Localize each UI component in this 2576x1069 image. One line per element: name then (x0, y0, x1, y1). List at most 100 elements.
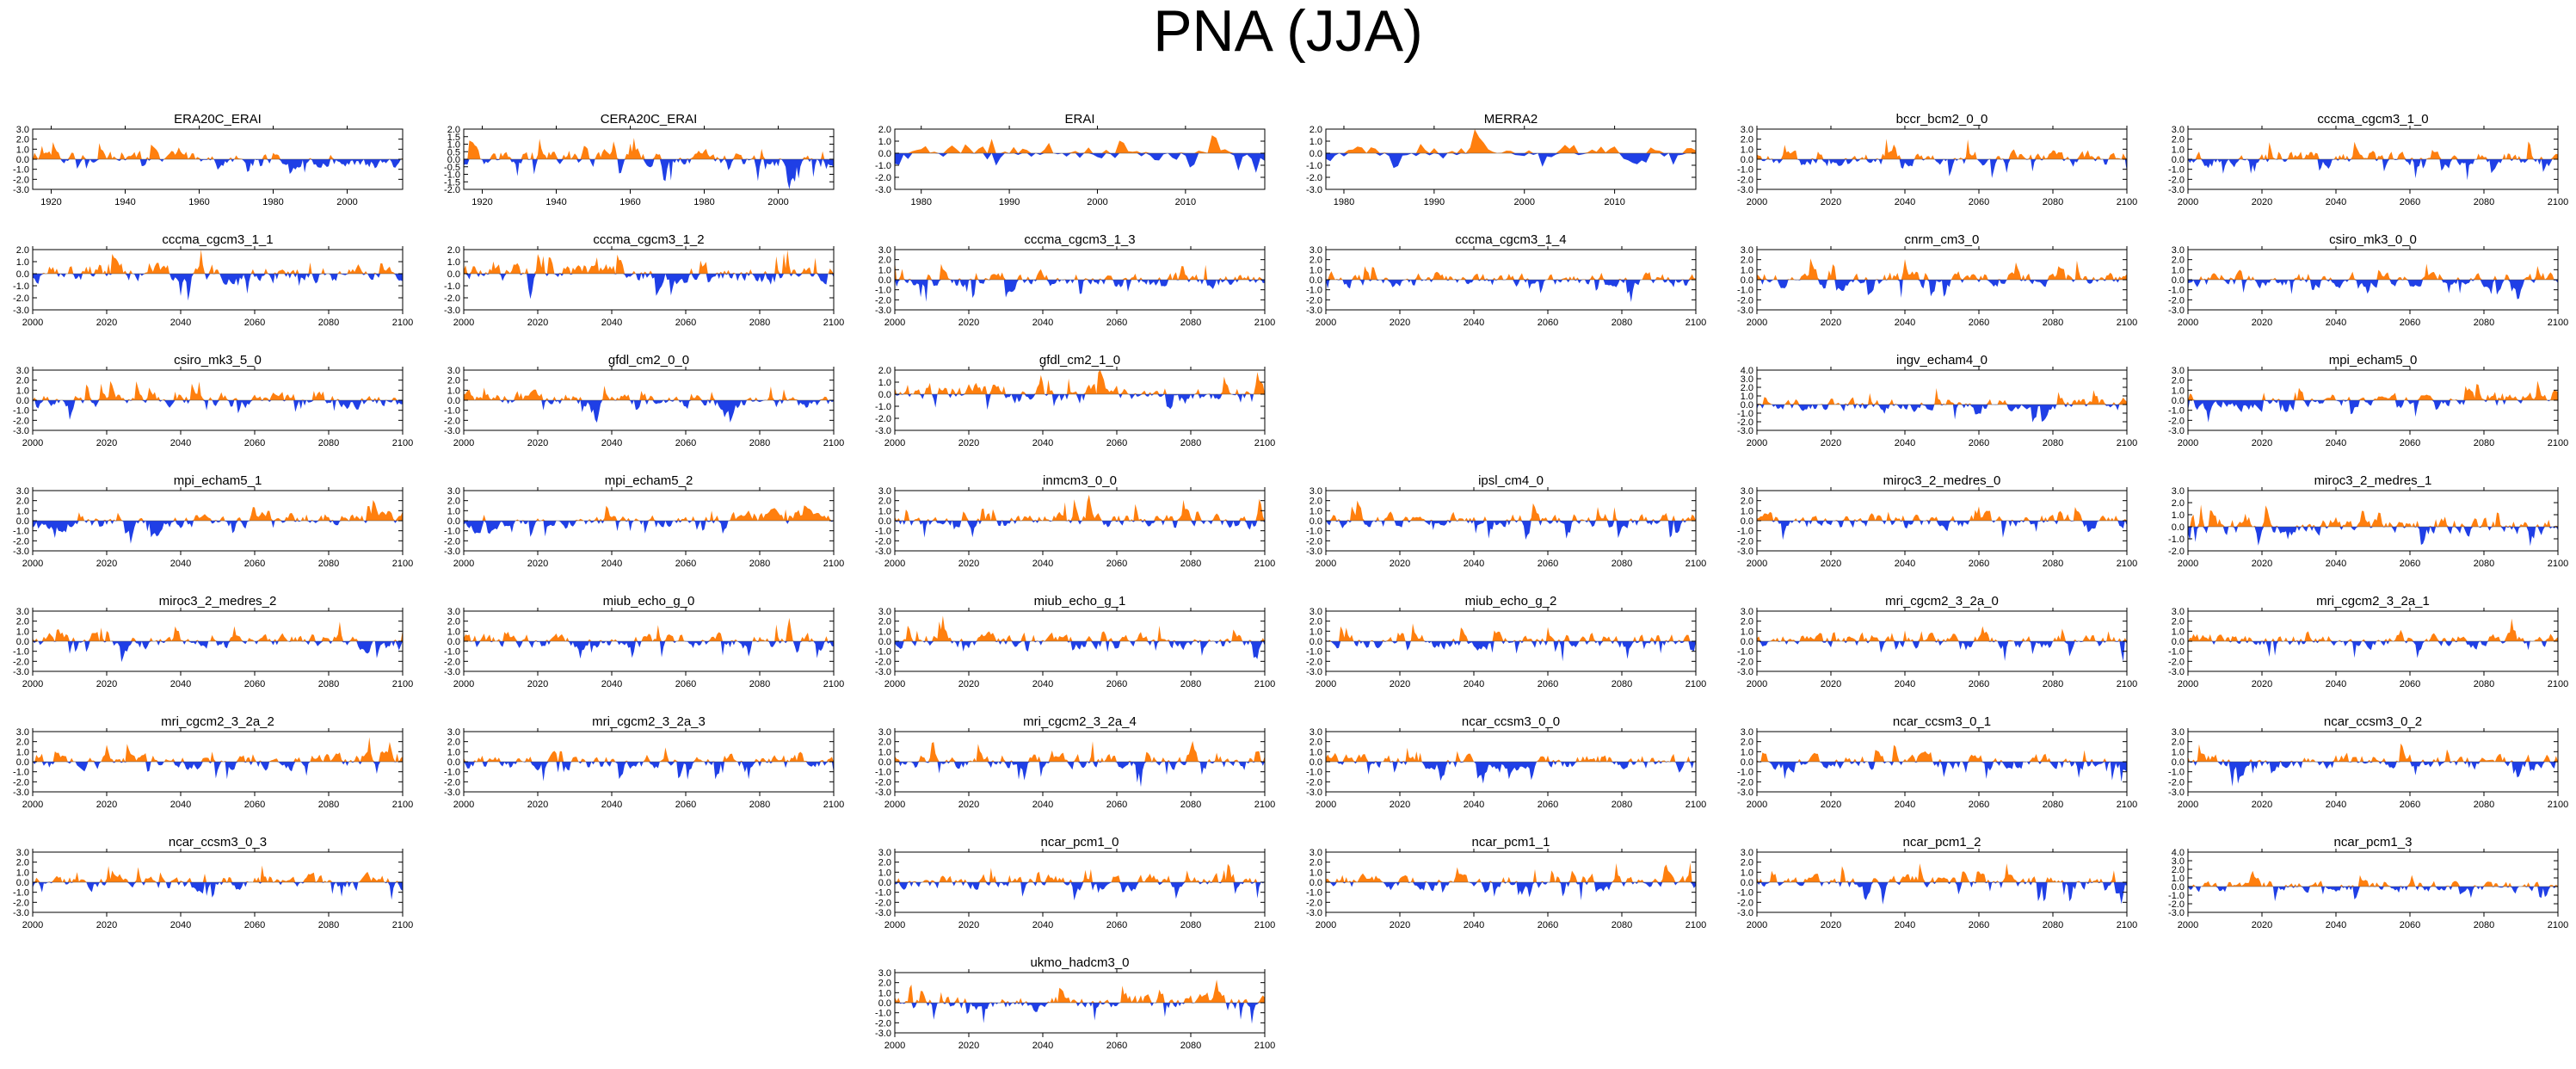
y-tick-label: -3.0 (1306, 667, 1322, 677)
positive-area (464, 250, 834, 274)
y-tick-label: 2.0 (447, 376, 460, 386)
panel-title: cccma_cgcm3_1_2 (593, 232, 704, 247)
x-tick-label: 2060 (1969, 920, 1989, 930)
y-tick-label: 1.0 (878, 868, 891, 878)
x-tick-label: 2100 (2548, 920, 2568, 930)
panel-title: gfdl_cm2_0_0 (608, 353, 689, 368)
panel-miub_echo_g_1: miub_echo_g_1 3.02.01.00.0-1.0-2.0-3.0 200… (875, 594, 1275, 689)
positive-area (2188, 504, 2558, 527)
positive-area (895, 615, 1265, 641)
negative-area (1757, 405, 2127, 423)
x-tick-label: 2000 (1316, 559, 1336, 569)
panel-ipsl_cm4_0: ipsl_cm4_0 3.02.01.00.0-1.0-2.0-3.0 2000 20… (1306, 473, 1706, 569)
x-tick-label: 2060 (1969, 438, 1989, 448)
y-tick-label: 0.0 (2172, 522, 2185, 533)
positive-area (895, 494, 1265, 521)
positive-area (2188, 870, 2558, 887)
y-tick-label: -1.0 (875, 1009, 891, 1019)
y-tick-label: 2.0 (878, 256, 891, 266)
x-tick-label: 2060 (1538, 920, 1558, 930)
panel-title: ncar_ccsm3_0_0 (1462, 714, 1560, 729)
x-tick-label: 2040 (601, 679, 622, 689)
y-tick-label: -1.0 (875, 527, 891, 537)
y-tick-label: -1.0 (13, 165, 29, 176)
x-tick-label: 2100 (2117, 197, 2137, 207)
negative-area (33, 400, 403, 420)
y-tick-label: 0.0 (1741, 400, 1753, 411)
y-tick-label: -2.0 (13, 536, 29, 547)
x-tick-label: 2000 (1316, 920, 1336, 930)
plot-frame (32, 249, 404, 311)
negative-area (33, 274, 403, 301)
y-tick-label: 3.0 (878, 968, 891, 979)
negative-area (895, 1003, 1265, 1024)
y-tick-label: -3.0 (1737, 306, 1753, 316)
y-tick-label: -3.0 (2168, 788, 2185, 798)
y-tick-label: 1.0 (2172, 627, 2185, 637)
x-tick-label: 2040 (170, 438, 191, 448)
x-tick-label: 2000 (2178, 679, 2198, 689)
x-tick-label: 2020 (2252, 679, 2272, 689)
x-tick-label: 2100 (1685, 318, 1706, 328)
y-tick-label: 3.0 (16, 848, 29, 858)
y-tick-label: 0.0 (1741, 757, 1753, 768)
y-tick-label: -1.0 (1737, 768, 1753, 778)
x-tick-label: 2060 (244, 920, 265, 930)
panel-CERA20C_ERAI: CERA20C_ERAI 2.01.51.00.50.0-0.5-1.0-1.5-… (444, 112, 835, 207)
y-tick-label: 1.0 (2172, 510, 2185, 521)
y-tick-label: -1.0 (2168, 768, 2185, 778)
x-tick-label: 2040 (1032, 800, 1053, 810)
y-tick-label: -2.0 (444, 777, 460, 788)
x-tick-label: 2060 (1969, 318, 1989, 328)
x-tick-label: 2000 (884, 679, 905, 689)
y-tick-label: -2.0 (2168, 657, 2185, 667)
y-tick-label: 3.0 (16, 607, 29, 617)
x-tick-label: 2060 (1969, 679, 1989, 689)
x-tick-label: 2060 (244, 318, 265, 328)
x-tick-label: 2020 (1821, 559, 1841, 569)
x-tick-label: 2080 (2043, 679, 2063, 689)
panel-title: miub_echo_g_2 (1465, 594, 1557, 609)
x-tick-label: 2040 (1464, 920, 1484, 930)
x-tick-label: 2100 (1254, 920, 1275, 930)
y-tick-label: 1.0 (1310, 265, 1322, 275)
x-tick-label: 2000 (22, 438, 43, 448)
y-tick-label: -2.0 (13, 294, 29, 304)
x-tick-label: 2060 (2400, 800, 2420, 810)
x-tick-label: 2000 (1316, 679, 1336, 689)
x-tick-label: 2080 (1180, 438, 1201, 448)
panel-ncar_pcm1_2: ncar_pcm1_2 3.02.01.00.0-1.0-2.0-3.0 2000 2… (1737, 835, 2137, 930)
x-tick-label: 2060 (2400, 920, 2420, 930)
y-tick-label: 2.0 (16, 497, 29, 507)
y-tick-label: -2.0 (1306, 898, 1322, 908)
x-tick-label: 2080 (318, 800, 339, 810)
x-tick-label: 2080 (2043, 197, 2063, 207)
y-tick-label: -3.0 (13, 788, 29, 798)
x-tick-label: 2060 (1106, 800, 1127, 810)
positive-area (2188, 618, 2558, 641)
y-tick-label: 3.0 (1741, 607, 1753, 617)
panel-title: cccma_cgcm3_1_4 (1455, 232, 1566, 247)
y-tick-label: -1.0 (13, 406, 29, 417)
y-tick-label: -2.0 (2168, 777, 2185, 788)
y-tick-label: 1.0 (447, 140, 460, 151)
panel-gfdl_cm2_1_0: gfdl_cm2_1_0 2.0 1.0 0.0 -1.0 -2.0 -3.0 2000 202… (875, 353, 1275, 448)
x-tick-label: 2000 (453, 679, 474, 689)
negative-area (1757, 762, 2127, 782)
y-tick-label: -1.0 (1737, 527, 1753, 537)
y-tick-label: 1.0 (16, 868, 29, 878)
positive-area (895, 740, 1265, 762)
x-tick-label: 2020 (958, 1041, 979, 1051)
y-tick-label: 3.0 (1741, 486, 1753, 497)
x-tick-label: 2020 (527, 318, 548, 328)
y-tick-label: 0.0 (1310, 637, 1322, 647)
y-tick-label: -1.0 (2168, 647, 2185, 658)
y-tick-label: 2.0 (2172, 376, 2185, 386)
x-tick-label: 2100 (1685, 679, 1706, 689)
y-tick-label: 1.0 (2172, 874, 2185, 884)
y-tick-label: 3.0 (447, 486, 460, 497)
y-tick-label: 1.0 (878, 988, 891, 998)
panel-title: csiro_mk3_0_0 (2329, 232, 2417, 247)
negative-area (2188, 280, 2558, 300)
